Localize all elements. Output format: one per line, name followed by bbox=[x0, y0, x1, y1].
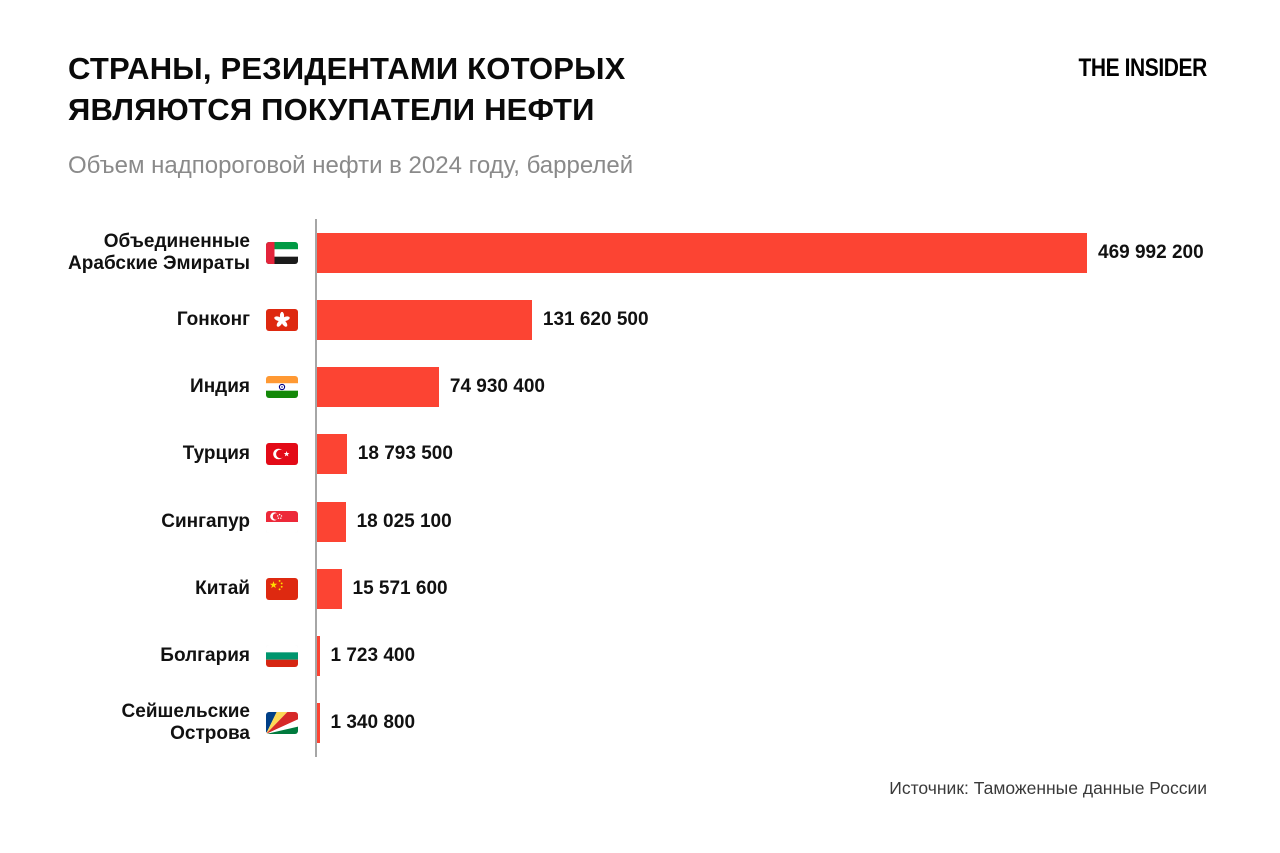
chart-row: Индия 74 930 400 bbox=[0, 354, 1280, 421]
bar-chart: Объединенные Арабские Эмираты 469 992 200… bbox=[0, 219, 1280, 757]
chart-row: Гонконг 131 620 500 bbox=[0, 286, 1280, 353]
bar-zone: 18 025 100 bbox=[316, 488, 1280, 555]
country-label: Болгария bbox=[160, 645, 250, 667]
bar-zone: 18 793 500 bbox=[316, 421, 1280, 488]
country-label: Китай bbox=[195, 577, 250, 599]
value-label: 15 571 600 bbox=[352, 577, 448, 599]
uae-flag-icon bbox=[266, 241, 298, 264]
value-label: 18 793 500 bbox=[357, 443, 453, 465]
value-label: 18 025 100 bbox=[356, 510, 452, 532]
chart-subtitle: Объем надпороговой нефти в 2024 году, ба… bbox=[68, 152, 634, 179]
country-label: Гонконг bbox=[176, 308, 250, 330]
header: СТРАНЫ, РЕЗИДЕНТАМИ КОТОРЫХ ЯВЛЯЮТСЯ ПОК… bbox=[0, 0, 1280, 180]
value-label: 1 340 800 bbox=[330, 712, 416, 734]
chart-row: Китай 15 571 600 bbox=[0, 555, 1280, 622]
country-label: Сейшельские Острова bbox=[121, 701, 250, 745]
hong-kong-flag-icon bbox=[266, 308, 298, 331]
value-bar bbox=[316, 501, 346, 542]
value-label: 469 992 200 bbox=[1098, 241, 1204, 263]
value-label: 1 723 400 bbox=[330, 645, 416, 667]
seychelles-flag-icon bbox=[266, 712, 298, 735]
india-flag-icon bbox=[266, 376, 298, 399]
chart-row: Объединенные Арабские Эмираты 469 992 200 bbox=[0, 219, 1280, 286]
value-bar bbox=[316, 434, 347, 475]
page-title-line-1: СТРАНЫ, РЕЗИДЕНТАМИ КОТОРЫХ bbox=[68, 51, 626, 86]
chart-row: Турция 18 793 500 bbox=[0, 421, 1280, 488]
value-label: 131 620 500 bbox=[542, 308, 649, 330]
value-bar bbox=[316, 568, 342, 609]
turkey-flag-icon bbox=[266, 443, 298, 466]
the-insider-logo: THE INSIDER bbox=[1078, 54, 1208, 82]
bar-zone: 1 340 800 bbox=[316, 690, 1280, 757]
country-label: Объединенные Арабские Эмираты bbox=[68, 230, 250, 274]
country-label: Турция bbox=[182, 443, 250, 465]
singapore-flag-icon bbox=[266, 510, 298, 533]
value-bar bbox=[316, 703, 320, 744]
value-bar bbox=[316, 636, 320, 677]
bar-zone: 469 992 200 bbox=[316, 219, 1280, 286]
chart-row: Сейшельские Острова 1 340 800 bbox=[0, 690, 1280, 757]
country-label: Сингапур bbox=[161, 510, 250, 532]
chart-row: Болгария 1 723 400 bbox=[0, 623, 1280, 690]
page-title: СТРАНЫ, РЕЗИДЕНТАМИ КОТОРЫХ ЯВЛЯЮТСЯ ПОК… bbox=[68, 48, 1207, 130]
bar-zone: 1 723 400 bbox=[316, 623, 1280, 690]
value-bar bbox=[316, 299, 532, 340]
source-note: Источник: Таможенные данные России bbox=[889, 778, 1207, 798]
value-bar bbox=[316, 367, 439, 408]
bar-zone: 74 930 400 bbox=[316, 354, 1280, 421]
value-label: 74 930 400 bbox=[449, 376, 545, 398]
china-flag-icon bbox=[266, 577, 298, 600]
bar-zone: 131 620 500 bbox=[316, 286, 1280, 353]
chart-row: Сингапур 18 025 100 bbox=[0, 488, 1280, 555]
country-label: Индия bbox=[190, 376, 250, 398]
value-bar bbox=[316, 232, 1087, 273]
bulgaria-flag-icon bbox=[266, 645, 298, 668]
bar-zone: 15 571 600 bbox=[316, 555, 1280, 622]
page-title-line-2: ЯВЛЯЮТСЯ ПОКУПАТЕЛИ НЕФТИ bbox=[68, 92, 595, 127]
y-axis-line bbox=[315, 219, 317, 757]
